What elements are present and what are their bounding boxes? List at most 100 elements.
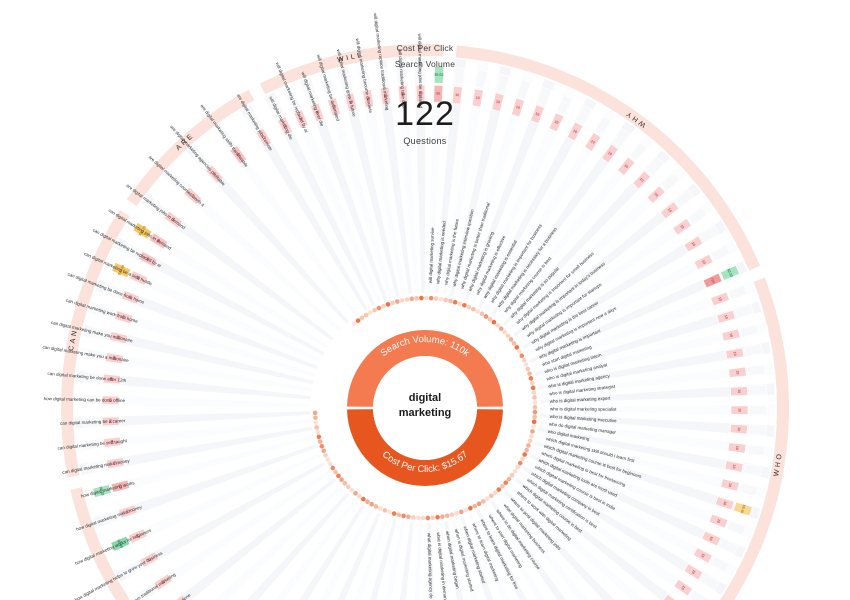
section-arc-band[interactable] <box>61 209 130 478</box>
cost-per-click-cell[interactable] <box>415 65 426 84</box>
search-volume-cell[interactable] <box>662 593 682 600</box>
question-label[interactable]: what digital marketing agency do <box>427 533 434 599</box>
search-volume-cell[interactable] <box>104 352 124 365</box>
search-volume-cell[interactable] <box>229 144 248 165</box>
search-volume-cell[interactable] <box>114 310 134 325</box>
cost-per-click-cell[interactable] <box>100 510 121 526</box>
cost-per-click-cell[interactable] <box>748 424 767 436</box>
cost-per-click-cell[interactable] <box>687 206 708 225</box>
cost-per-click-cell[interactable] <box>433 65 445 84</box>
question-label[interactable]: how digital marketing can be done offlin… <box>44 396 126 403</box>
search-volume-cell[interactable] <box>327 97 341 117</box>
search-volume-cell[interactable] <box>730 405 749 415</box>
cost-per-click-cell[interactable] <box>84 438 103 451</box>
cost-per-click-cell[interactable] <box>709 555 730 573</box>
search-volume-cell[interactable] <box>702 272 723 289</box>
question-label[interactable]: why digital marketing is needed <box>435 220 446 283</box>
search-volume-cell[interactable] <box>683 563 704 581</box>
search-volume-cell[interactable] <box>659 201 680 220</box>
search-volume-cell[interactable] <box>309 102 325 123</box>
cost-per-click-cell[interactable] <box>556 94 573 116</box>
cost-per-click-cell[interactable] <box>718 538 739 555</box>
search-volume-cell[interactable] <box>646 185 666 205</box>
cost-per-click-cell[interactable] <box>95 304 116 320</box>
search-volume-cell[interactable] <box>714 496 735 511</box>
search-volume-cell[interactable] <box>101 416 120 427</box>
search-volume-cell[interactable] <box>163 210 183 229</box>
cost-per-click-cell[interactable] <box>137 583 158 600</box>
search-volume-cell[interactable] <box>725 347 745 360</box>
search-volume-cell[interactable] <box>617 156 636 176</box>
section-label-who[interactable]: WHO <box>773 451 784 477</box>
search-volume-arc[interactable] <box>347 329 503 408</box>
search-volume-cell[interactable] <box>716 309 736 324</box>
search-volume-cell[interactable] <box>105 457 125 470</box>
cost-per-click-cell[interactable] <box>746 364 766 376</box>
cost-per-click-cell[interactable] <box>122 560 143 578</box>
cost-per-click-cell[interactable] <box>645 156 665 176</box>
cost-per-click-cell[interactable] <box>699 573 720 591</box>
cost-per-click-cell[interactable] <box>710 244 731 262</box>
search-volume-cell[interactable] <box>344 92 358 113</box>
cost-per-click-cell[interactable] <box>743 343 764 357</box>
cost-per-click-cell[interactable] <box>147 198 168 218</box>
search-volume-cell[interactable] <box>566 121 584 142</box>
cost-per-click-cell[interactable] <box>516 79 531 100</box>
cost-per-click-cell[interactable] <box>495 73 510 94</box>
cost-per-click-cell[interactable] <box>746 444 766 457</box>
cost-per-click-cell[interactable] <box>132 221 153 240</box>
cost-per-click-cell[interactable] <box>339 74 354 94</box>
cost-per-click-cell[interactable] <box>102 282 123 299</box>
cost-per-click-cell[interactable] <box>192 150 212 170</box>
cost-per-click-cell[interactable] <box>321 78 336 99</box>
search-volume-cell[interactable] <box>103 436 122 448</box>
search-volume-cell[interactable] <box>148 232 169 250</box>
cost-per-click-cell[interactable] <box>536 86 553 107</box>
search-volume-cell[interactable] <box>720 478 740 492</box>
search-volume-cell[interactable] <box>169 594 188 600</box>
cost-per-click-cell[interactable] <box>453 66 466 86</box>
search-volume-cell[interactable] <box>729 423 748 435</box>
cost-per-click-cell[interactable] <box>726 520 747 536</box>
search-volume-cell[interactable] <box>293 108 309 129</box>
cost-per-click-cell[interactable] <box>110 535 131 552</box>
cost-per-click-cell[interactable] <box>738 482 759 497</box>
question-label[interactable]: who is digital marketing executive <box>550 414 618 424</box>
cost-per-click-cell[interactable] <box>749 405 768 416</box>
question-label[interactable]: who is digital marketing expert <box>550 396 611 404</box>
question-label[interactable]: who is digital marketing specialist <box>550 406 617 411</box>
cost-per-click-cell[interactable] <box>727 284 748 300</box>
search-volume-cell[interactable] <box>276 116 294 137</box>
search-volume-cell[interactable] <box>415 84 426 103</box>
search-volume-cell[interactable] <box>584 131 602 152</box>
cost-per-click-cell[interactable] <box>111 261 132 279</box>
cost-per-click-cell[interactable] <box>732 501 753 517</box>
cost-per-click-cell[interactable] <box>168 173 189 193</box>
search-volume-cell[interactable] <box>397 85 409 104</box>
search-volume-cell[interactable] <box>708 513 729 529</box>
search-volume-cell[interactable] <box>101 395 120 405</box>
search-volume-cell[interactable] <box>721 328 741 342</box>
search-volume-cell[interactable] <box>693 253 714 271</box>
section-arc-band[interactable] <box>70 487 243 600</box>
search-volume-cell[interactable] <box>548 112 565 133</box>
search-volume-cell[interactable] <box>183 186 203 206</box>
cost-per-click-cell[interactable] <box>90 326 110 341</box>
cost-per-click-cell[interactable] <box>303 84 319 105</box>
search-volume-cell[interactable] <box>729 386 749 397</box>
cost-per-click-cell[interactable] <box>358 70 372 90</box>
cost-per-click-cell[interactable] <box>83 371 103 384</box>
search-volume-cell[interactable] <box>683 235 704 253</box>
search-volume-cell[interactable] <box>692 547 713 564</box>
search-volume-cell[interactable] <box>153 573 173 591</box>
search-volume-cell[interactable] <box>701 530 722 547</box>
cost-per-click-cell[interactable] <box>674 188 695 208</box>
cost-per-click-cell[interactable] <box>719 264 741 281</box>
search-volume-cell[interactable] <box>361 89 375 109</box>
section-arc-band[interactable] <box>259 44 445 95</box>
search-volume-cell[interactable] <box>433 84 444 103</box>
search-volume-cell[interactable] <box>139 551 160 568</box>
search-volume-cell[interactable] <box>724 460 744 473</box>
